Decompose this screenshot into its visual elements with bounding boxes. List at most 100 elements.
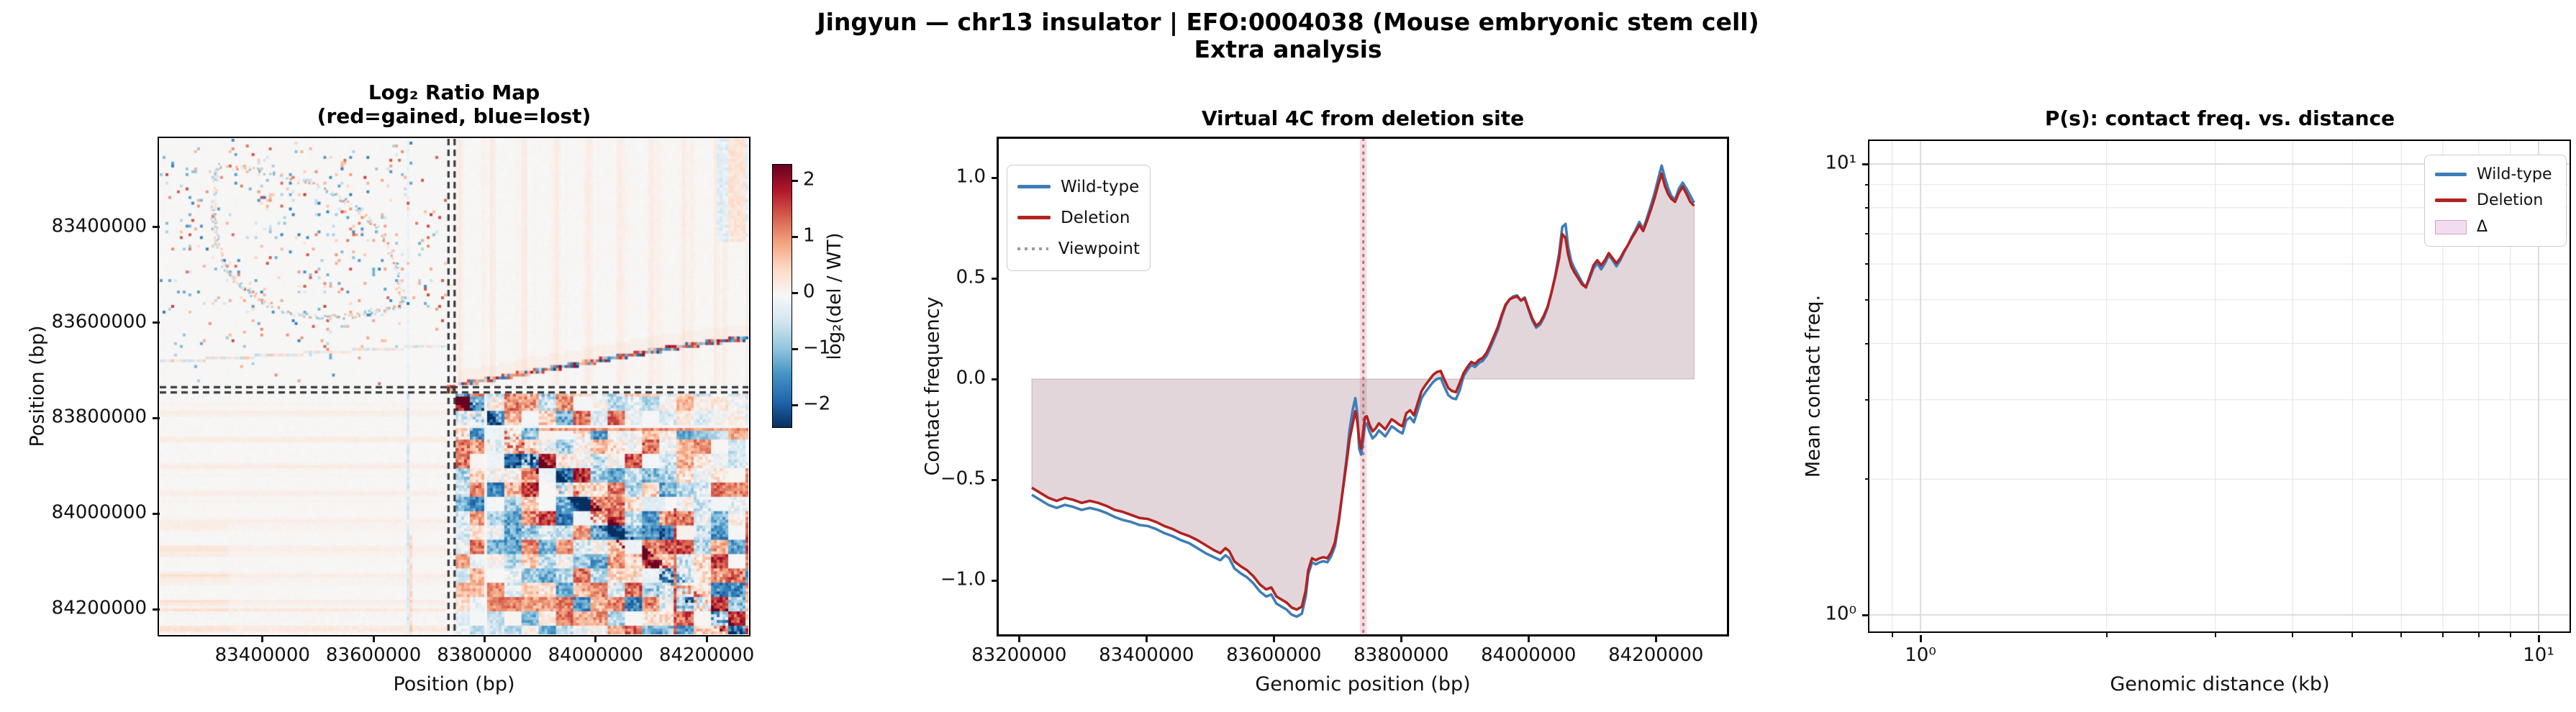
- ps-xlabel: Genomic distance (kb): [2110, 673, 2330, 695]
- y-minor-tick: [1865, 478, 1869, 480]
- y-tick-label: 10⁰: [1825, 603, 1856, 625]
- y-tick-mark: [992, 579, 999, 582]
- y-tick-label: 0.0: [956, 367, 986, 389]
- x-tick-mark: [1919, 635, 1922, 642]
- x-tick-mark: [1272, 635, 1275, 642]
- legend-label: Δ: [2477, 218, 2488, 237]
- ps-legend: Wild-type Deletion Δ: [2424, 155, 2567, 247]
- x-minor-tick: [2509, 633, 2511, 637]
- figure-suptitle-line2: Extra analysis: [1194, 35, 1382, 63]
- colorbar-tick-mark: [792, 179, 798, 182]
- ratio-map-title-line1: Log₂ Ratio Map: [368, 81, 540, 104]
- y-minor-tick: [1865, 263, 1869, 265]
- ratio-map-title: Log₂ Ratio Map (red=gained, blue=lost): [317, 81, 591, 128]
- y-tick-mark: [1862, 613, 1869, 616]
- y-minor-tick: [1865, 398, 1869, 401]
- y-tick-label: 84000000: [51, 501, 147, 524]
- x-tick-label: 84200000: [1608, 644, 1704, 666]
- y-tick-label: 10¹: [1825, 152, 1856, 174]
- virtual4c-xlabel: Genomic position (bp): [1255, 673, 1471, 695]
- legend-item-viewpoint: Viewpoint: [1017, 239, 1140, 258]
- x-minor-tick: [2292, 633, 2294, 637]
- colorbar-tick-label: 1: [803, 224, 815, 247]
- deletion-line-icon: [1017, 216, 1051, 220]
- x-tick-label: 83800000: [1353, 644, 1449, 666]
- y-tick-label: 84200000: [51, 597, 147, 619]
- y-minor-tick: [1865, 233, 1869, 235]
- colorbar-tick-mark: [792, 347, 798, 350]
- colorbar-tick-mark: [792, 235, 798, 238]
- x-tick-label: 10¹: [2523, 644, 2554, 666]
- wild-type-line-icon: [1017, 185, 1051, 189]
- legend-label: Wild-type: [1061, 177, 1140, 196]
- x-tick-label: 84000000: [548, 644, 643, 666]
- x-minor-tick: [1891, 633, 1893, 637]
- x-tick-label: 83400000: [214, 644, 310, 666]
- y-tick-label: 83600000: [51, 311, 147, 333]
- colorbar-tick-label: 2: [803, 168, 815, 191]
- legend-label: Deletion: [1061, 208, 1130, 227]
- y-tick-label: −0.5: [940, 467, 986, 490]
- x-tick-label: 83600000: [325, 644, 422, 666]
- wild-type-line-icon: [2435, 172, 2467, 176]
- x-tick-mark: [1400, 635, 1402, 642]
- y-tick-mark: [992, 277, 999, 280]
- y-tick-mark: [153, 416, 160, 419]
- virtual4c-title: Virtual 4C from deletion site: [1201, 106, 1525, 130]
- colorbar-tick-mark: [792, 291, 798, 294]
- x-tick-mark: [1654, 635, 1657, 642]
- legend-item-delta: Δ: [2435, 218, 2556, 236]
- x-tick-label: 83200000: [971, 644, 1067, 666]
- y-tick-mark: [153, 608, 160, 611]
- y-tick-mark: [992, 378, 999, 380]
- y-tick-mark: [153, 512, 160, 515]
- colorbar: [772, 164, 792, 428]
- ratio-map-ylabel: Position (bp): [26, 325, 49, 447]
- y-tick-mark: [992, 478, 999, 481]
- x-tick-label: 83800000: [437, 644, 532, 666]
- y-tick-mark: [153, 226, 160, 229]
- colorbar-tick-label: 0: [803, 280, 815, 303]
- ratio-map-title-line2: (red=gained, blue=lost): [317, 104, 591, 128]
- ps-plot: [1869, 141, 2570, 631]
- virtual4c-legend: Wild-type Deletion Viewpoint: [1007, 165, 1151, 271]
- x-minor-tick: [2441, 633, 2444, 637]
- y-minor-tick: [1865, 342, 1869, 344]
- colorbar-tick-label: −1: [803, 337, 831, 359]
- ratio-map-frame: [158, 137, 750, 636]
- y-minor-tick: [1865, 183, 1869, 186]
- legend-item-deletion: Deletion: [2435, 191, 2556, 209]
- x-minor-tick: [2351, 633, 2354, 637]
- figure-suptitle-line1: Jingyun — chr13 insulator | EFO:0004038 …: [817, 8, 1759, 36]
- x-tick-label: 84200000: [658, 644, 755, 666]
- x-minor-tick: [2400, 633, 2403, 637]
- wild-type-curve: [1031, 164, 1695, 619]
- colorbar-tick-mark: [792, 403, 798, 406]
- x-tick-mark: [1527, 635, 1530, 642]
- y-minor-tick: [1865, 298, 1869, 301]
- legend-label: Wild-type: [2477, 165, 2552, 183]
- y-tick-mark: [1862, 163, 1869, 165]
- legend-item-wild-type: Wild-type: [2435, 165, 2556, 183]
- colorbar-label: log₂(del / WT): [824, 232, 845, 360]
- legend-item-deletion: Deletion: [1017, 209, 1140, 227]
- x-minor-tick: [2214, 633, 2216, 637]
- y-tick-label: 0.5: [956, 266, 986, 288]
- legend-label: Viewpoint: [1058, 239, 1140, 259]
- ps-frame: [1868, 140, 2571, 633]
- delta-patch-icon: [2435, 219, 2467, 234]
- deletion-curve: [1031, 172, 1695, 611]
- x-tick-mark: [2537, 635, 2540, 642]
- x-tick-mark: [483, 635, 486, 642]
- y-tick-label: 83800000: [51, 406, 147, 428]
- x-minor-tick: [2105, 633, 2108, 637]
- ps-ylabel: Mean contact freq.: [1802, 294, 1825, 478]
- y-tick-label: 1.0: [956, 165, 986, 188]
- x-minor-tick: [2477, 633, 2480, 637]
- ps-title: P(s): contact freq. vs. distance: [2044, 106, 2395, 130]
- y-tick-mark: [992, 176, 999, 179]
- x-tick-label: 84000000: [1481, 644, 1577, 666]
- colorbar-tick-label: −2: [803, 393, 831, 415]
- legend-label: Deletion: [2477, 191, 2544, 210]
